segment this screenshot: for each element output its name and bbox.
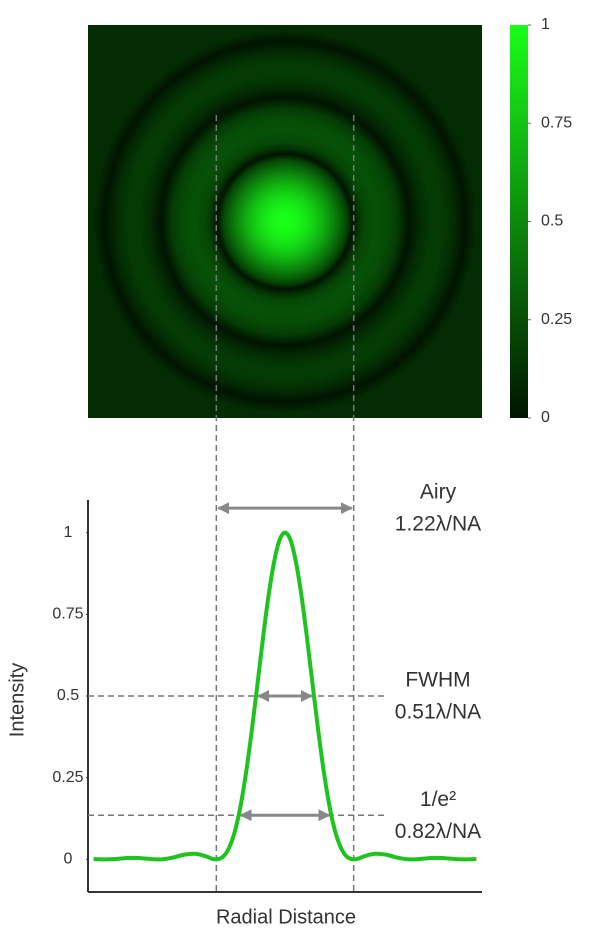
annotation-name: Airy — [420, 481, 457, 504]
airy-image — [88, 25, 482, 418]
x-axis-label: Radial Distance — [216, 906, 356, 928]
y-tick-label: 0.25 — [52, 769, 83, 786]
y-tick-label: 0.75 — [52, 606, 83, 623]
colorbar-tick-label: 1 — [541, 16, 550, 33]
colorbar-tick-label: 0.25 — [541, 311, 572, 328]
annotation-text: 0.51λ/NA — [395, 701, 481, 724]
colorbar-tick-label: 0 — [541, 409, 550, 426]
annotation-name: FWHM — [405, 669, 470, 692]
annotation-name: 1/e² — [420, 788, 456, 811]
colorbar — [510, 25, 528, 418]
intensity-line — [93, 530, 477, 862]
y-tick-label: 0 — [64, 851, 73, 868]
colorbar-tick-label: 0.5 — [541, 213, 563, 230]
y-tick-label: 1 — [64, 524, 73, 541]
y-tick-label: 0.5 — [57, 687, 79, 704]
annotation-text: 0.82λ/NA — [395, 820, 481, 843]
colorbar-tick-label: 0.75 — [541, 114, 572, 131]
y-axis-label: Intensity — [6, 663, 28, 737]
annotation-text: 1.22λ/NA — [395, 513, 481, 536]
